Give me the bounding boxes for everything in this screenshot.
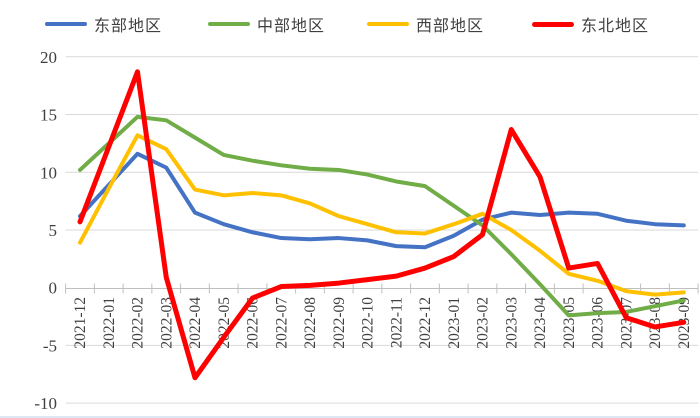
x-axis-tick-label: 2022-01	[101, 297, 118, 349]
x-axis-tick-label: 2022-08	[302, 297, 319, 349]
legend-item-west: 西部地区	[367, 12, 484, 36]
legend-label-east: 东部地区	[94, 18, 163, 35]
y-axis-tick-label: 10	[40, 163, 57, 182]
x-axis-tick-label: 2022-05	[216, 297, 233, 349]
x-axis-tick-label: 2021-12	[72, 297, 89, 349]
chart-legend: 东部地区 中部地区 西部地区 东北地区	[0, 0, 700, 36]
legend-item-east: 东部地区	[45, 12, 162, 36]
legend-swatch-northeast	[532, 21, 574, 27]
x-axis-tick-label: 2022-03	[158, 297, 175, 349]
x-axis-tick-label: 2022-09	[331, 297, 348, 349]
legend-swatch-west	[367, 22, 409, 26]
x-axis-tick-label: 2023-03	[503, 297, 520, 349]
y-axis-tick-label: -5	[43, 336, 57, 355]
legend-label-northeast: 东北地区	[581, 18, 650, 35]
x-axis-tick-label: 2022-10	[360, 297, 377, 349]
x-axis-tick-label: 2022-04	[187, 297, 204, 349]
legend-swatch-central	[208, 22, 250, 26]
y-axis-tick-label: 5	[49, 221, 58, 240]
series-line-east	[78, 151, 686, 250]
y-axis-tick-label: -10	[34, 394, 57, 413]
x-axis-tick-label: 2023-08	[647, 297, 664, 349]
x-axis-tick-label: 2022-06	[245, 297, 262, 349]
x-axis-tick-label: 2022-07	[273, 297, 290, 349]
x-axis-tick-label: 2023-01	[446, 297, 463, 349]
y-axis-tick-label: 20	[40, 48, 57, 67]
y-axis-tick-label: 15	[40, 106, 57, 125]
legend-item-central: 中部地区	[208, 12, 325, 36]
x-axis-tick-label: 2023-06	[590, 297, 607, 349]
x-axis-tick-label: 2023-02	[475, 297, 492, 349]
legend-item-northeast: 东北地区	[532, 12, 649, 36]
x-axis-tick-label: 2022-12	[417, 297, 434, 349]
legend-label-central: 中部地区	[257, 18, 326, 35]
x-axis-tick-label: 2023-04	[532, 297, 549, 349]
x-axis-tick-label: 2022-11	[388, 297, 405, 348]
window-edge	[0, 416, 700, 418]
y-axis-tick-label: 0	[49, 279, 58, 298]
series-line-central	[78, 114, 686, 318]
legend-label-west: 西部地区	[416, 18, 485, 35]
x-axis-tick-label: 2022-02	[130, 297, 147, 349]
x-axis-tick-label: 2023-05	[561, 297, 578, 349]
series-line-west	[78, 133, 686, 297]
legend-swatch-east	[45, 22, 87, 26]
series-line-northeast	[77, 69, 687, 381]
